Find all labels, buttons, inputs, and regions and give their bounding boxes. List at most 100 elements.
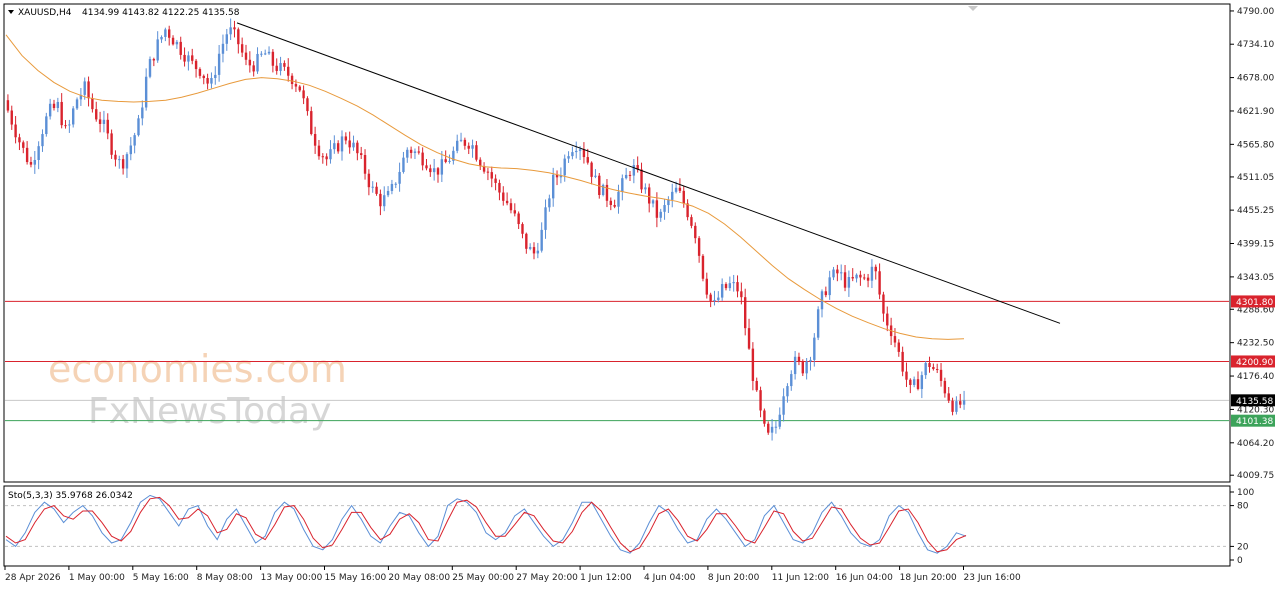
- candle-body: [494, 178, 497, 183]
- candle-body: [617, 191, 620, 207]
- candle-body: [686, 203, 689, 218]
- price-axis[interactable]: 4790.00 4734.10 4678.00 4621.90 4565.80 4511.…: [1230, 7, 1275, 481]
- candle-body: [536, 250, 540, 254]
- ohlc-values: 4134.99 4143.82 4122.25 4135.58: [82, 8, 240, 18]
- time-tick-label: 25 May 00:00: [452, 573, 514, 583]
- candle-body: [406, 149, 409, 158]
- watermark: economies.com FxNewsToday: [48, 347, 347, 432]
- candle-body: [398, 171, 401, 184]
- candle-body: [870, 266, 874, 281]
- candle-body: [947, 393, 950, 401]
- stochastic-tick-label: 100: [1237, 488, 1254, 498]
- candle-body: [367, 173, 371, 188]
- candle-body: [736, 282, 739, 292]
- candle-body: [390, 183, 394, 191]
- candle-body: [832, 269, 835, 278]
- candle-body: [893, 336, 897, 343]
- candle-body: [194, 60, 198, 70]
- candle-body: [436, 168, 440, 175]
- price-tick-label: 4064.20: [1237, 439, 1274, 449]
- candle-body: [237, 29, 240, 45]
- candle-body: [10, 110, 13, 125]
- candle-body: [502, 192, 505, 201]
- stochastic-axis: 100 80 20 0: [1230, 488, 1254, 566]
- candle-body: [763, 410, 766, 424]
- candle-body: [333, 143, 336, 150]
- stochastic-tick-label: 0: [1237, 556, 1243, 566]
- candle-body: [552, 174, 555, 199]
- candle-body: [897, 342, 900, 352]
- price-tick-label: 4511.05: [1237, 173, 1274, 183]
- candle-body: [264, 53, 267, 55]
- candle-body: [555, 174, 559, 178]
- candle-body: [141, 107, 144, 119]
- price-tick-label: 4621.90: [1237, 107, 1274, 117]
- candle-body: [793, 356, 797, 375]
- candle-body: [490, 172, 493, 179]
- candle-body: [920, 375, 924, 389]
- trendline[interactable]: [236, 22, 1061, 324]
- candle-body: [240, 44, 244, 53]
- level-badge-label: 4101.38: [1236, 417, 1273, 427]
- candle-body: [648, 187, 651, 204]
- candle-body: [87, 81, 90, 99]
- candle-body: [256, 53, 259, 72]
- chart-header: XAUUSD,H4 4134.99 4143.82 4122.25 4135.5…: [8, 6, 978, 18]
- candle-body: [479, 159, 482, 167]
- candle-body: [95, 109, 98, 120]
- candle-body: [386, 190, 390, 196]
- candle-body: [509, 203, 513, 211]
- time-tick-label: 28 Apr 2026: [5, 573, 61, 583]
- candle-body: [521, 224, 524, 234]
- candle-body: [102, 119, 106, 124]
- candle-body: [782, 396, 785, 415]
- price-tick-label: 4009.75: [1237, 471, 1274, 481]
- candle-body: [724, 284, 728, 289]
- stochastic-signal-line: [5, 496, 967, 553]
- candle-body: [402, 157, 405, 172]
- candle-body: [148, 59, 152, 77]
- candle-body: [129, 145, 132, 155]
- collapse-triangle-icon[interactable]: [8, 10, 14, 14]
- candle-body: [690, 217, 693, 226]
- candle-body: [886, 313, 889, 326]
- candle-body: [202, 75, 205, 79]
- candle-body: [267, 51, 271, 54]
- price-tick-label: 4734.10: [1237, 40, 1274, 50]
- candle-body: [701, 255, 705, 279]
- candle-body: [632, 165, 636, 176]
- candle-body: [720, 284, 724, 298]
- candle-body: [928, 363, 931, 368]
- candle-body: [513, 210, 516, 214]
- scroll-marker-icon[interactable]: [968, 6, 978, 11]
- candle-body: [859, 274, 862, 278]
- price-tick-label: 4565.80: [1237, 140, 1274, 150]
- time-tick-label: 16 Jun 04:00: [836, 573, 893, 583]
- stochastic-panel[interactable]: [5, 494, 1229, 554]
- candle-body: [801, 361, 804, 374]
- candle-body: [283, 63, 286, 67]
- stochastic-panel-frame[interactable]: [3, 485, 1231, 567]
- candle-body: [909, 379, 912, 385]
- candle-body: [813, 337, 816, 360]
- candle-body: [379, 193, 382, 207]
- candle-body: [678, 187, 682, 191]
- candle-body: [582, 149, 586, 158]
- candle-body: [901, 351, 904, 372]
- candle-body: [671, 191, 674, 200]
- price-panel-frame[interactable]: [3, 3, 1231, 483]
- time-axis[interactable]: 28 Apr 2026 1 May 00:00 5 May 16:00 8 May 0…: [4, 566, 1021, 583]
- price-tick-label: 4176.40: [1237, 372, 1274, 382]
- candle-body: [329, 149, 332, 160]
- price-panel[interactable]: [5, 18, 1229, 441]
- candle-body: [336, 143, 340, 152]
- price-tick-label: 4678.00: [1237, 74, 1274, 84]
- candle-body: [770, 426, 774, 433]
- candle-body: [383, 195, 386, 207]
- candle-body: [413, 151, 417, 153]
- candle-body: [778, 414, 781, 427]
- candle-body: [260, 53, 263, 55]
- candle-body: [37, 146, 40, 160]
- candle-body: [855, 274, 858, 279]
